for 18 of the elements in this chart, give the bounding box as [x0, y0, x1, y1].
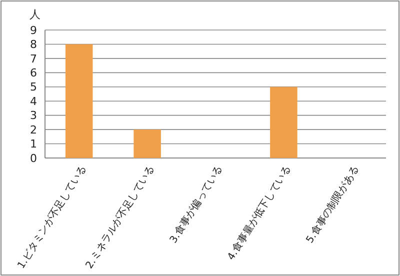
y-tick-label: 1 [30, 138, 37, 151]
y-tick-label: 2 [30, 123, 37, 136]
y-tick-label: 3 [30, 109, 37, 122]
bar [270, 86, 298, 158]
y-tick-label: 9 [30, 24, 37, 37]
y-tick-label: 0 [30, 152, 37, 165]
x-tick-label: 5.食事の制限がある [304, 163, 362, 246]
x-tick-label: 3.食事が偏っている [167, 163, 226, 246]
y-axis-title: 人 [30, 8, 40, 21]
y-tick-label: 4 [30, 94, 37, 108]
y-tick-label: 6 [30, 66, 37, 80]
y-tick-label: 7 [30, 52, 37, 66]
x-tick-label: 4.食事量が低下している [224, 163, 294, 262]
bar [134, 130, 161, 158]
x-tick-label: 2.ミネラルが不足している [84, 164, 157, 271]
bar [65, 44, 93, 158]
y-tick-label: 8 [30, 38, 37, 52]
y-tick-label: 5 [30, 80, 37, 94]
